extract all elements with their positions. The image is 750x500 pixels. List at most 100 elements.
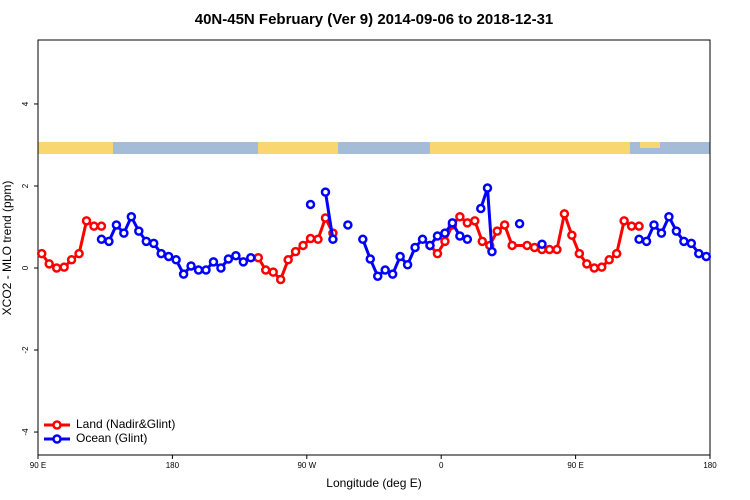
data-point: [701, 251, 712, 262]
data-point: [208, 257, 219, 267]
data-point: [343, 220, 353, 230]
data-point: [51, 263, 62, 273]
data-point: [559, 209, 570, 219]
data-point: [440, 228, 450, 238]
x-tick-label: 90 W: [297, 461, 316, 470]
data-point: [44, 259, 54, 269]
data-point: [89, 221, 99, 231]
data-point: [320, 187, 331, 197]
data-point: [59, 262, 69, 272]
x-tick-label: 0: [439, 461, 444, 470]
data-point: [492, 226, 502, 236]
y-axis-label: XCO2 - MLO trend (ppm): [0, 181, 14, 316]
data-point: [283, 255, 293, 265]
data-point: [619, 216, 629, 226]
data-point: [156, 248, 166, 259]
y-tick-label: -2: [21, 346, 30, 354]
data-point: [574, 248, 585, 259]
data-point: [387, 269, 398, 279]
data-point: [679, 236, 689, 247]
data-point: [641, 236, 652, 247]
data-point: [111, 220, 122, 230]
data-point: [305, 233, 316, 244]
data-point: [522, 240, 532, 251]
data-point: [664, 211, 674, 222]
data-point: [260, 265, 271, 275]
data-point: [148, 238, 159, 249]
x-tick-label: 180: [166, 461, 180, 470]
data-point: [290, 246, 301, 257]
data-point: [119, 228, 129, 238]
data-point: [134, 226, 144, 236]
data-point: [514, 218, 525, 229]
data-point: [455, 231, 465, 241]
data-point: [487, 246, 497, 257]
data-point: [462, 234, 473, 245]
data-point: [567, 230, 577, 240]
data-point: [482, 183, 493, 193]
y-tick-label: -4: [21, 428, 30, 436]
data-point: [582, 259, 592, 269]
data-point: [171, 255, 181, 265]
x-tick-label: 180: [703, 461, 717, 470]
series-line: [101, 213, 252, 277]
data-point: [246, 253, 256, 263]
data-point: [611, 248, 622, 259]
data-point: [656, 228, 667, 238]
data-point: [432, 248, 443, 259]
data-point: [328, 234, 338, 245]
y-tick-label: 0: [21, 265, 30, 270]
data-point: [163, 251, 174, 262]
map-strip: [38, 142, 710, 154]
data-point: [141, 236, 152, 247]
data-point: [447, 218, 458, 228]
data-point: [455, 211, 465, 222]
data-point: [499, 220, 510, 230]
data-point: [417, 234, 428, 245]
data-point: [178, 269, 189, 279]
data-point: [477, 236, 488, 247]
data-point: [432, 231, 443, 241]
data-point: [81, 216, 92, 226]
data-point: [96, 234, 107, 245]
data-point: [596, 262, 607, 272]
legend-label: Land (Nadir&Glint): [76, 417, 175, 431]
data-point: [626, 221, 637, 231]
data-point: [425, 240, 435, 251]
data-point: [104, 236, 114, 247]
data-point: [223, 254, 234, 264]
data-point: [552, 244, 562, 255]
data-point: [671, 226, 682, 236]
y-tick-label: 2: [21, 183, 30, 188]
data-point: [380, 265, 390, 275]
data-point: [238, 257, 249, 267]
data-point: [253, 253, 264, 263]
data-point: [275, 274, 286, 285]
legend-label: Ocean (Glint): [76, 431, 147, 445]
data-point: [686, 238, 697, 249]
chart-title: 40N-45N February (Ver 9) 2014-09-06 to 2…: [195, 11, 554, 28]
data-point: [193, 265, 204, 275]
data-point: [216, 263, 226, 273]
data-point: [476, 203, 486, 214]
data-point: [231, 250, 241, 261]
data-point: [395, 251, 405, 262]
data-point: [96, 221, 107, 231]
data-point: [649, 220, 659, 230]
data-point: [470, 216, 480, 226]
legend-swatch: [52, 420, 62, 430]
legend-swatch: [52, 434, 62, 444]
data-point: [358, 234, 368, 245]
data-point: [694, 248, 704, 259]
data-point: [529, 242, 540, 253]
data-point: [410, 242, 420, 253]
data-point: [604, 255, 614, 265]
data-point: [440, 236, 450, 247]
series-line: [638, 213, 707, 258]
data-point: [305, 199, 316, 210]
data-point: [537, 239, 547, 249]
series-line: [323, 191, 335, 240]
data-point: [507, 240, 517, 251]
data-point: [544, 244, 555, 255]
